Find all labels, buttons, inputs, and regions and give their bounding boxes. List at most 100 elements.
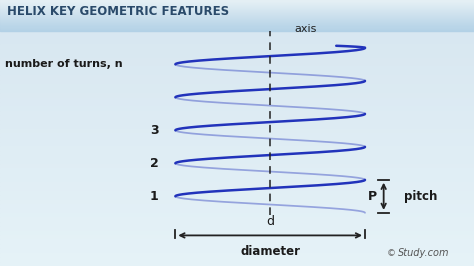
Bar	[0, 138, 474, 142]
Bar	[0, 164, 474, 168]
Bar	[0, 7, 474, 8]
Bar	[0, 66, 474, 71]
Bar	[0, 253, 474, 257]
Bar	[0, 213, 474, 217]
Bar	[0, 16, 474, 17]
Bar	[0, 151, 474, 155]
Bar	[0, 200, 474, 204]
Bar	[0, 30, 474, 31]
Bar	[0, 2, 474, 3]
Bar	[0, 22, 474, 27]
Bar	[0, 186, 474, 191]
Text: HELIX KEY GEOMETRIC FEATURES: HELIX KEY GEOMETRIC FEATURES	[7, 6, 229, 18]
Bar	[0, 222, 474, 226]
Bar	[0, 248, 474, 253]
Bar	[0, 106, 474, 111]
Bar	[0, 182, 474, 186]
Bar	[0, 9, 474, 13]
Bar	[0, 217, 474, 222]
Bar	[0, 12, 474, 13]
Bar	[0, 6, 474, 7]
Bar	[0, 27, 474, 28]
Text: d: d	[266, 215, 274, 228]
Text: 2: 2	[150, 157, 159, 170]
Bar	[0, 62, 474, 66]
Bar	[0, 11, 474, 12]
Bar	[0, 31, 474, 35]
Bar	[0, 89, 474, 93]
Text: 3: 3	[150, 124, 159, 137]
Bar	[0, 155, 474, 160]
Bar	[0, 28, 474, 30]
Bar	[0, 44, 474, 49]
Bar	[0, 93, 474, 98]
Bar	[0, 160, 474, 164]
Bar	[0, 19, 474, 20]
Bar	[0, 40, 474, 44]
Bar	[0, 18, 474, 19]
Bar	[0, 244, 474, 248]
Bar	[0, 14, 474, 15]
Text: axis: axis	[294, 24, 316, 34]
Text: diameter: diameter	[240, 245, 300, 258]
Bar	[0, 0, 474, 1]
Bar	[0, 115, 474, 120]
Bar	[0, 35, 474, 40]
Bar	[0, 5, 474, 6]
Text: number of turns, n: number of turns, n	[5, 59, 122, 69]
Bar	[0, 208, 474, 213]
Bar	[0, 204, 474, 208]
Text: P: P	[368, 190, 377, 203]
Bar	[0, 23, 474, 24]
Bar	[0, 257, 474, 261]
Bar	[0, 20, 474, 22]
Text: Study.com: Study.com	[398, 248, 450, 258]
Bar	[0, 3, 474, 4]
Bar	[0, 102, 474, 106]
Bar	[0, 13, 474, 18]
Bar	[0, 26, 474, 27]
Bar	[0, 231, 474, 235]
Bar	[0, 239, 474, 244]
Bar	[0, 5, 474, 9]
Bar	[0, 195, 474, 200]
Bar	[0, 173, 474, 177]
Bar	[0, 18, 474, 22]
Bar	[0, 8, 474, 9]
Bar	[0, 53, 474, 58]
Bar	[0, 27, 474, 31]
Bar	[0, 24, 474, 26]
Bar	[0, 98, 474, 102]
Bar	[0, 22, 474, 23]
Bar	[0, 15, 474, 16]
Bar	[0, 128, 474, 133]
Bar	[0, 71, 474, 75]
Bar	[0, 75, 474, 80]
Bar	[0, 80, 474, 84]
Bar	[0, 111, 474, 115]
Bar	[0, 58, 474, 62]
Bar	[0, 124, 474, 128]
Bar	[0, 13, 474, 14]
Bar	[0, 142, 474, 146]
Bar	[0, 120, 474, 124]
Bar	[0, 17, 474, 18]
Bar	[0, 133, 474, 138]
Bar	[0, 226, 474, 231]
Bar	[0, 84, 474, 89]
Bar	[0, 168, 474, 173]
Bar	[0, 0, 474, 5]
Bar	[0, 49, 474, 53]
Bar	[0, 4, 474, 5]
Bar	[0, 235, 474, 239]
Bar	[0, 191, 474, 195]
Bar	[0, 177, 474, 182]
Bar	[0, 9, 474, 10]
Bar	[0, 10, 474, 11]
Bar	[0, 261, 474, 266]
Text: 1: 1	[150, 190, 159, 203]
Bar	[0, 27, 474, 28]
Text: ©: ©	[387, 249, 396, 258]
Bar	[0, 146, 474, 151]
Text: pitch: pitch	[404, 190, 437, 203]
